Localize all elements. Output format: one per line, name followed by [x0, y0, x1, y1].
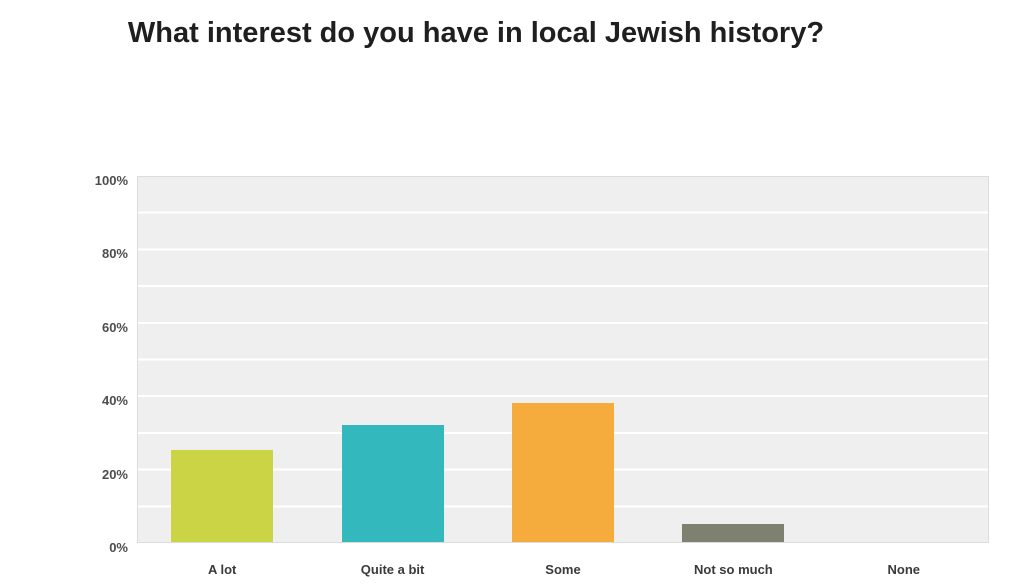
bar-a-lot	[171, 450, 274, 542]
x-category-label-some: Some	[545, 562, 581, 577]
bar-some	[512, 402, 614, 542]
x-category-label-none: None	[887, 562, 921, 577]
bar-quite-a-bit	[341, 424, 444, 542]
x-category-label-a-lot: A lot	[207, 562, 237, 577]
x-category-label-quite-a-bit: Quite a bit	[360, 562, 425, 577]
plot-area	[137, 176, 989, 543]
y-tick-label-100: 100%	[94, 173, 128, 188]
y-tick-label-0: 0%	[109, 540, 128, 555]
x-category-label-not-so-much: Not so much	[694, 562, 773, 577]
y-tick-label-20: 20%	[101, 466, 128, 482]
chart-title: What interest do you have in local Jewis…	[127, 17, 825, 49]
y-tick-label-60: 60%	[101, 319, 128, 335]
y-tick-label-40: 40%	[101, 393, 128, 409]
y-tick-label-80: 80%	[101, 246, 128, 262]
bar-not-so-much	[682, 523, 785, 542]
